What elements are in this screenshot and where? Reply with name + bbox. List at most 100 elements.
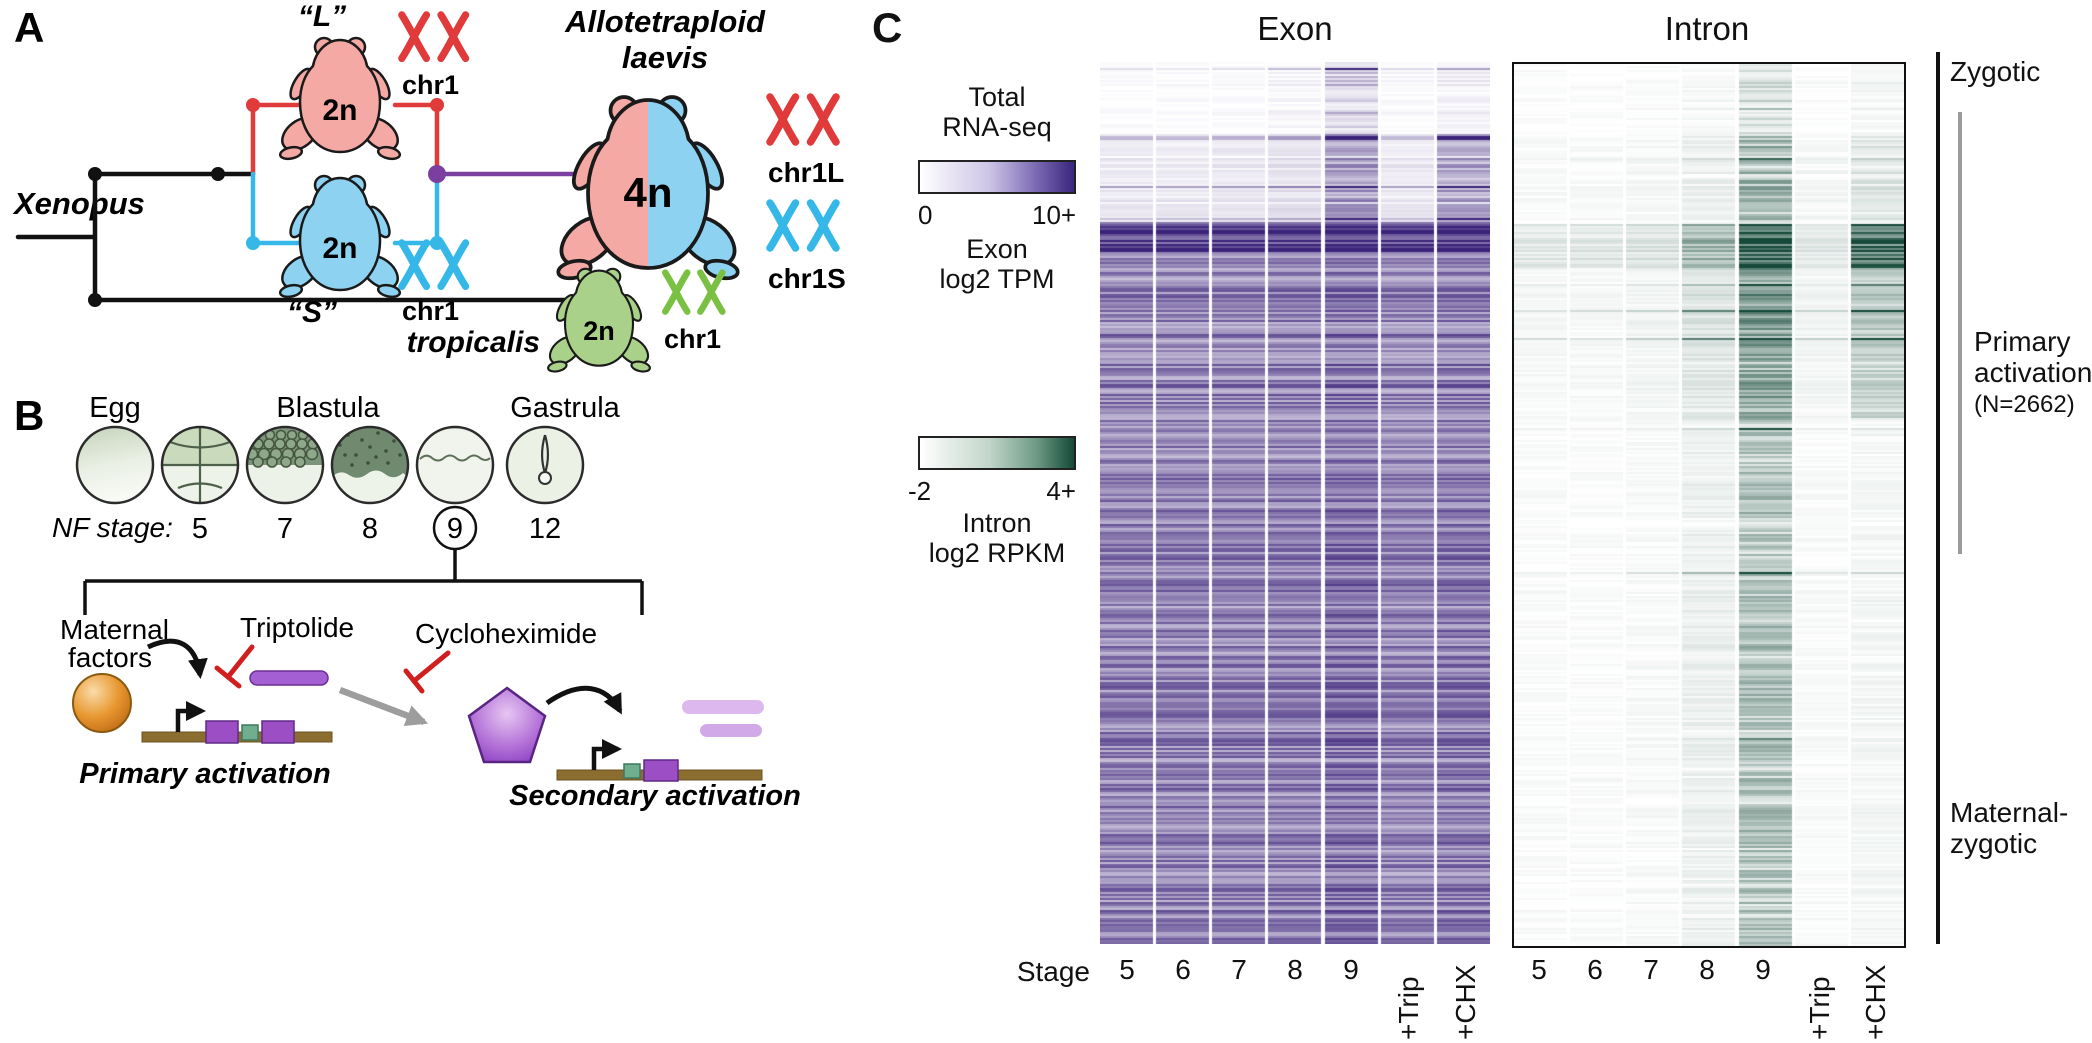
heatmap-column-label: 9: [1755, 954, 1771, 985]
heatmap-column-label: 5: [1119, 954, 1135, 985]
intron-colorbar: [918, 436, 1076, 470]
embryo-stage-12: [505, 425, 585, 505]
panel-a-label: A: [14, 4, 44, 51]
legend-total-line1: Total: [968, 82, 1026, 112]
tree-node-l: [246, 98, 260, 112]
exon-box: [643, 759, 679, 782]
nf-stage-12: 12: [529, 513, 561, 545]
maternal-factor-protein-icon: [72, 673, 132, 733]
panel-b: B Egg Blastula Gastrula: [14, 392, 801, 812]
intron-heatmap: [1512, 62, 1906, 948]
mrna-transcript-light: [682, 700, 764, 714]
cycloheximide-inhibitor-icon: [403, 650, 451, 694]
stage-axis-label: Stage: [1016, 956, 1090, 987]
exon-box: [205, 720, 239, 744]
l-ploidy-label: 2n: [322, 94, 357, 127]
primary-activation-annotation-line2: activation: [1974, 357, 2092, 388]
exon-colorbar-max: 10+: [1032, 200, 1077, 230]
stage-title-egg: Egg: [89, 392, 141, 424]
embryo-stage-7: [245, 425, 325, 505]
secondary-activation-label: Secondary activation: [509, 780, 801, 812]
exon-colorbar: [918, 160, 1076, 194]
heatmap-column-label: 5: [1531, 954, 1547, 985]
legend-exon-line2: log2 TPM: [939, 264, 1055, 294]
heatmap-column-label: 8: [1287, 954, 1303, 985]
cycloheximide-label: Cycloheximide: [415, 618, 597, 649]
tree-branch-l-right: [392, 102, 440, 175]
heatmap-column-label: 9: [1343, 954, 1359, 985]
l-lineage-label: “L”: [298, 0, 346, 33]
embryo-stage-5: [160, 425, 240, 505]
stage9-bracket: [83, 549, 644, 615]
tree-node-hybrid: [428, 165, 446, 183]
genus-label: Xenopus: [12, 186, 145, 221]
stage-title-blastula: Blastula: [276, 392, 380, 424]
legend-intron-line2: log2 RPKM: [928, 538, 1066, 568]
translation-arrow: [338, 686, 429, 727]
chromosome-pair-tropicalis-icon: [665, 273, 722, 312]
embryo-stage-9: [415, 425, 495, 505]
exon-box: [261, 720, 295, 744]
nf-stage-9: 9: [447, 513, 463, 545]
allotetraploid-label-line2: laevis: [622, 40, 708, 75]
tropicalis-ploidy-label: 2n: [583, 316, 615, 346]
chr1l-label: chr1L: [768, 157, 844, 188]
tree-node-s: [246, 236, 260, 250]
intron-colorbar-min: -2: [908, 476, 932, 506]
row-groups-bracket: [1936, 52, 1940, 944]
exon-heatmap: [1100, 62, 1490, 944]
heatmap-column-label: 6: [1175, 954, 1191, 985]
primary-activation-annotation-line3: (N=2662): [1974, 391, 2075, 418]
triptolide-inhibitor-icon: [214, 644, 255, 689]
tree-branch-s-right: [392, 173, 440, 246]
s-ploidy-label: 2n: [322, 232, 357, 265]
panel-b-label: B: [14, 392, 44, 439]
legend-total-line2: RNA-seq: [942, 112, 1052, 142]
utr-box: [241, 724, 259, 741]
nf-stage-5: 5: [192, 513, 208, 545]
maternal-zygotic-annotation-line1: Maternal-: [1950, 797, 2069, 828]
triptolide-label: Triptolide: [240, 612, 354, 643]
exon-heatmap-title: Exon: [1257, 10, 1333, 47]
allotetraploid-label-line1: Allotetraploid: [564, 4, 766, 39]
s-lineage-label: “S”: [287, 296, 337, 329]
heatmap-column-label: 8: [1699, 954, 1715, 985]
heatmap-column-label: 7: [1231, 954, 1247, 985]
primary-activation-bracket: [1958, 112, 1962, 554]
l-chr-label: chr1: [402, 70, 459, 100]
maternal-factors-arrow: [146, 638, 208, 679]
tree-nodes: [88, 98, 446, 307]
nf-stage-7: 7: [277, 513, 293, 545]
heatmap-column-label: +Trip: [1393, 976, 1424, 1040]
secondary-gene-diagram: [556, 700, 764, 782]
tree-node-l: [430, 98, 444, 112]
transcription-start-arrow: [175, 701, 206, 732]
zygotic-annotation: Zygotic: [1950, 56, 2041, 87]
primary-activation-label: Primary activation: [79, 758, 330, 790]
heatmap-column-label: 6: [1587, 954, 1603, 985]
intron-colorbar-max: 4+: [1046, 476, 1076, 506]
maternal-zygotic-annotation-line2: zygotic: [1950, 828, 2038, 859]
chromosome-pair-s-icon: [402, 243, 466, 287]
mrna-transcript: [249, 670, 329, 686]
heatmap-column-label: +Trip: [1804, 976, 1835, 1040]
stage-title-gastrula: Gastrula: [510, 392, 620, 424]
exon-colorbar-min: 0: [918, 200, 933, 230]
mrna-transcript-light: [700, 724, 762, 737]
tree-branch-black: [15, 171, 588, 303]
nf-stage-label: NF stage:: [52, 512, 173, 543]
embryo-egg: [75, 425, 155, 505]
panel-c-label: C: [872, 4, 903, 51]
chromosome-pair-chr1s-icon: [770, 203, 836, 248]
chromosome-pair-l-icon: [402, 15, 466, 59]
primary-gene-diagram: [141, 670, 333, 744]
nf-stage-8: 8: [362, 513, 378, 545]
tropicalis-label: tropicalis: [407, 326, 540, 359]
secondary-activation-arrow: [545, 685, 623, 715]
panel-a: A Xenopus: [12, 0, 846, 375]
maternal-factors-label-line1: Maternal: [60, 614, 169, 645]
legend-exon-line1: Exon: [966, 234, 1028, 264]
heatmap-column-label: 7: [1643, 954, 1659, 985]
legend-intron-line1: Intron: [962, 508, 1032, 538]
chromosome-pair-chr1l-icon: [770, 97, 836, 142]
